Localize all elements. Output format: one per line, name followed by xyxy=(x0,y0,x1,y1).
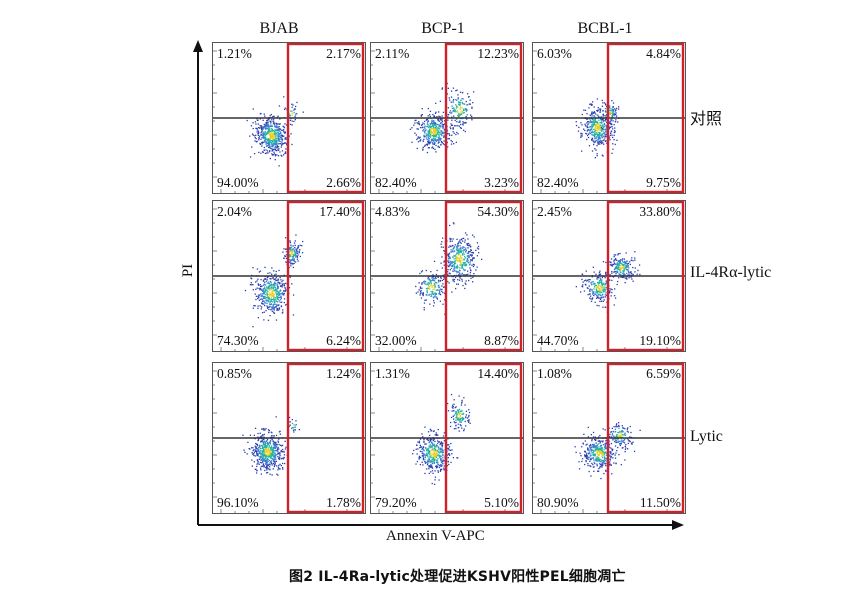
annexin-positive-gate xyxy=(444,363,523,513)
scatter-plot xyxy=(213,363,365,513)
column-label-bcbl1: BCBL-1 xyxy=(577,20,633,37)
panel-lytic-bcbl1: 1.08% 6.59% 80.90% 11.50% xyxy=(532,362,686,514)
panel-control-bcbl1: 6.03% 4.84% 82.40% 9.75% xyxy=(532,42,686,194)
quadrant-upper-left-value: 0.85% xyxy=(217,366,252,381)
quadrant-upper-left-value: 2.45% xyxy=(537,204,572,219)
quadrant-upper-left-value: 1.08% xyxy=(537,366,572,381)
quadrant-lower-left-value: 94.00% xyxy=(217,174,259,190)
quadrant-upper-right-value: 54.30% xyxy=(477,204,519,219)
quadrant-upper-left-value: 2.11% xyxy=(375,46,410,61)
quadrant-upper-left-value: 1.21% xyxy=(217,46,252,61)
quadrant-lower-left-value: 79.20% xyxy=(375,494,417,510)
quadrant-lower-right-value: 2.66% xyxy=(326,174,361,190)
annexin-positive-gate xyxy=(606,201,685,351)
quadrant-upper-right-value: 2.17% xyxy=(326,46,361,61)
y-axis-label: PI xyxy=(180,263,197,278)
annexin-positive-gate xyxy=(286,363,365,513)
figure-caption: 图2 IL-4Ra-lytic处理促进KSHV阳性PEL细胞凋亡 xyxy=(289,569,626,585)
quadrant-upper-left-value: 1.31% xyxy=(375,366,410,381)
quadrant-upper-left-value: 6.03% xyxy=(537,46,572,61)
quadrant-upper-right-value: 17.40% xyxy=(319,204,361,219)
quadrant-upper-left-value: 2.04% xyxy=(217,204,252,219)
quadrant-lower-right-value: 8.87% xyxy=(484,332,519,348)
quadrant-upper-right-value: 4.84% xyxy=(646,46,681,61)
column-label-bcp1: BCP-1 xyxy=(421,20,465,37)
annexin-positive-gate xyxy=(606,43,685,193)
quadrant-lower-right-value: 6.24% xyxy=(326,332,361,348)
scatter-plot xyxy=(213,201,365,351)
row-label-il4ra-lytic: IL-4Rα-lytic xyxy=(690,264,772,281)
quadrant-upper-left-value: 4.83% xyxy=(375,204,410,219)
panel-lytic-bjab: 0.85% 1.24% 96.10% 1.78% xyxy=(212,362,366,514)
scatter-plot xyxy=(371,201,523,351)
quadrant-lower-left-value: 82.40% xyxy=(537,174,579,190)
annexin-positive-gate xyxy=(286,43,365,193)
quadrant-upper-right-value: 6.59% xyxy=(646,366,681,381)
annexin-positive-gate xyxy=(444,201,523,351)
quadrant-upper-right-value: 14.40% xyxy=(477,366,519,381)
row-label-lytic: Lytic xyxy=(690,428,723,445)
quadrant-lower-left-value: 44.70% xyxy=(537,332,579,348)
quadrant-lower-left-value: 80.90% xyxy=(537,494,579,510)
quadrant-lower-right-value: 1.78% xyxy=(326,494,361,510)
scatter-plot xyxy=(533,43,685,193)
panel-il4ra-lytic-bjab: 2.04% 17.40% 74.30% 6.24% xyxy=(212,200,366,352)
scatter-plot xyxy=(533,363,685,513)
panel-il4ra-lytic-bcbl1: 2.45% 33.80% 44.70% 19.10% xyxy=(532,200,686,352)
annexin-positive-gate xyxy=(606,363,685,513)
quadrant-lower-left-value: 32.00% xyxy=(375,332,417,348)
quadrant-lower-right-value: 3.23% xyxy=(484,174,519,190)
annexin-positive-gate xyxy=(444,43,523,193)
quadrant-lower-right-value: 11.50% xyxy=(639,494,681,510)
annexin-positive-gate xyxy=(286,201,365,351)
panel-control-bjab: 1.21% 2.17% 94.00% 2.66% xyxy=(212,42,366,194)
scatter-plot xyxy=(371,43,523,193)
panel-control-bcp1: 2.11% 12.23% 82.40% 3.23% xyxy=(370,42,524,194)
panel-lytic-bcp1: 1.31% 14.40% 79.20% 5.10% xyxy=(370,362,524,514)
quadrant-upper-right-value: 12.23% xyxy=(477,46,519,61)
scatter-plot xyxy=(371,363,523,513)
quadrant-lower-right-value: 19.10% xyxy=(639,332,681,348)
quadrant-upper-right-value: 1.24% xyxy=(326,366,361,381)
quadrant-upper-right-value: 33.80% xyxy=(639,204,681,219)
panel-il4ra-lytic-bcp1: 4.83% 54.30% 32.00% 8.87% xyxy=(370,200,524,352)
row-label-control: 对照 xyxy=(690,111,723,128)
x-axis-label: Annexin V-APC xyxy=(386,528,485,544)
scatter-plot xyxy=(533,201,685,351)
quadrant-lower-left-value: 74.30% xyxy=(217,332,259,348)
quadrant-lower-right-value: 9.75% xyxy=(646,174,681,190)
quadrant-lower-right-value: 5.10% xyxy=(484,494,519,510)
scatter-plot xyxy=(213,43,365,193)
column-label-bjab: BJAB xyxy=(259,20,299,37)
quadrant-lower-left-value: 82.40% xyxy=(375,174,417,190)
quadrant-lower-left-value: 96.10% xyxy=(217,494,259,510)
